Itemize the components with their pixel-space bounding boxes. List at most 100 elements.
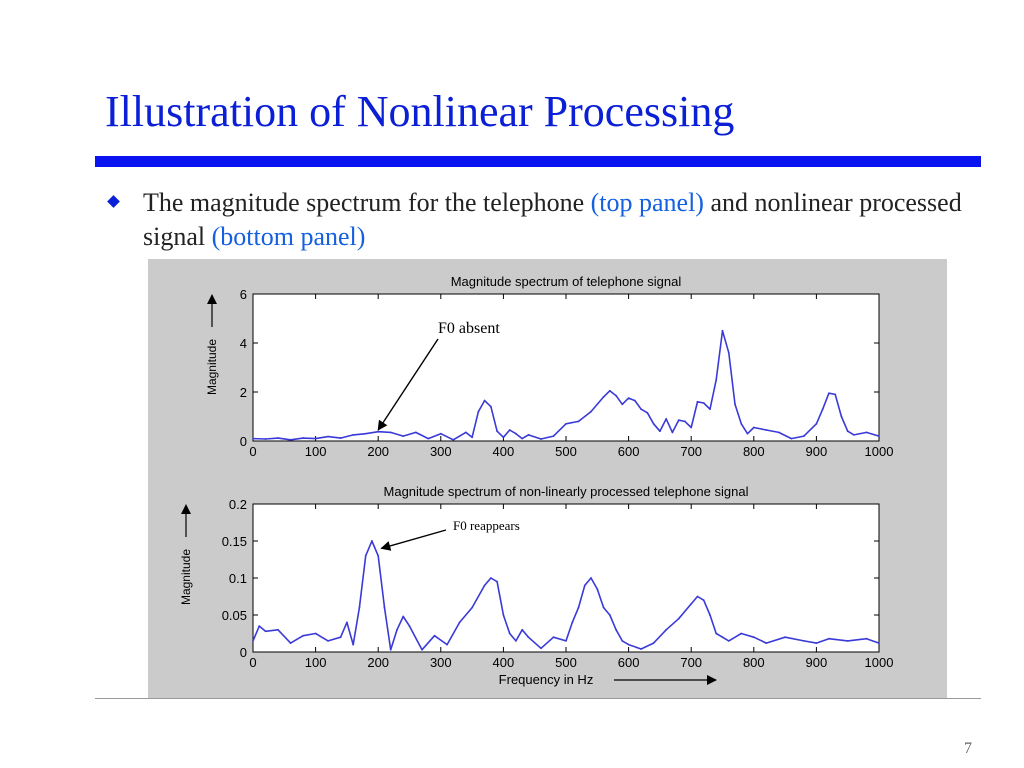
x-tick-label: 500 — [555, 444, 577, 459]
data-point — [565, 422, 567, 425]
data-point — [746, 432, 749, 435]
data-point — [684, 420, 686, 423]
data-point — [508, 632, 511, 635]
data-point — [571, 621, 574, 624]
data-point — [377, 430, 380, 433]
data-point — [489, 577, 492, 579]
data-point — [402, 435, 405, 437]
data-point — [521, 437, 524, 440]
data-point — [396, 628, 398, 631]
diamond-bullet-icon — [107, 195, 120, 208]
plot-area-1 — [252, 293, 880, 442]
footer-rule — [95, 698, 981, 699]
data-point — [302, 634, 304, 637]
data-point — [252, 437, 254, 440]
data-point — [433, 634, 436, 637]
data-point — [665, 628, 668, 631]
data-point — [464, 431, 467, 434]
data-point — [702, 402, 705, 404]
x-tick-label: 100 — [305, 444, 327, 459]
data-point — [339, 437, 342, 439]
data-point — [865, 637, 868, 640]
x-tick-label: 600 — [618, 444, 640, 459]
y-tick-label: 0 — [240, 434, 247, 449]
x-tick-label: 500 — [555, 655, 577, 670]
data-point — [377, 554, 380, 557]
data-point — [677, 419, 680, 422]
data-point — [765, 642, 768, 645]
data-point — [646, 411, 649, 414]
data-point — [721, 636, 724, 639]
data-point — [727, 640, 730, 642]
data-point — [702, 599, 705, 602]
data-point — [834, 393, 837, 396]
data-point — [402, 615, 405, 618]
data-point — [483, 584, 486, 587]
data-point — [652, 422, 655, 425]
data-point — [339, 636, 342, 639]
data-point — [596, 588, 599, 590]
data-point — [489, 405, 492, 408]
data-point — [314, 437, 317, 440]
data-point — [640, 408, 643, 411]
y-tick-label: 6 — [240, 287, 247, 302]
data-point — [352, 643, 355, 646]
x-tick-label: 700 — [680, 444, 702, 459]
data-point — [734, 403, 736, 406]
data-point — [521, 628, 524, 631]
data-point — [565, 640, 567, 642]
data-point — [621, 640, 624, 642]
data-point — [277, 628, 279, 631]
data-point — [652, 642, 655, 645]
data-point — [508, 429, 511, 431]
data-point — [527, 433, 530, 436]
data-point — [258, 625, 261, 627]
data-point — [740, 422, 743, 425]
bullet-highlight-bottom-panel: (bottom panel) — [211, 222, 366, 251]
data-point — [846, 430, 849, 433]
y-tick-label: 2 — [240, 385, 247, 400]
data-point — [439, 432, 442, 435]
data-point — [846, 640, 849, 642]
data-point — [815, 422, 818, 425]
data-point — [302, 437, 304, 439]
data-point — [540, 438, 542, 440]
data-point — [502, 436, 505, 439]
data-point — [878, 435, 880, 437]
data-point — [721, 329, 724, 332]
data-point — [765, 429, 768, 431]
data-point — [696, 595, 699, 598]
data-point — [640, 648, 643, 650]
y-tick-label: 0 — [240, 645, 247, 660]
x-tick-label: 400 — [493, 655, 515, 670]
data-point — [289, 642, 292, 645]
x-tick-label: 0 — [249, 655, 256, 670]
plot-area-2 — [252, 503, 880, 653]
x-tick-label: 300 — [430, 655, 452, 670]
y-tick-label: 4 — [240, 336, 247, 351]
bullet-highlight-top-panel: (top panel) — [590, 188, 704, 217]
chart-title-2: Magnitude spectrum of non-linearly proce… — [384, 484, 749, 499]
data-point — [671, 431, 674, 434]
data-point — [327, 640, 330, 642]
data-point — [264, 630, 267, 633]
data-point — [709, 408, 711, 411]
data-point — [821, 408, 824, 411]
x-axis-label: Frequency in Hz — [499, 672, 594, 687]
data-point — [590, 410, 592, 413]
data-point — [878, 642, 880, 645]
data-point — [540, 647, 542, 650]
chart-title-1: Magnitude spectrum of telephone signal — [451, 274, 682, 289]
x-tick-label: 700 — [680, 655, 702, 670]
data-point — [327, 435, 330, 438]
y-axis-label-1: Magnitude — [205, 339, 219, 395]
x-tick-label: 200 — [367, 444, 389, 459]
spectrum-figure: Magnitude spectrum of telephone signal 0 1… — [148, 259, 947, 698]
x-tick-label: 0 — [249, 444, 256, 459]
data-point — [496, 430, 499, 433]
data-point — [577, 606, 580, 609]
x-tick-label: 800 — [743, 444, 765, 459]
data-point — [364, 432, 367, 435]
bullet-text-middle: and nonlinear processed signal — [143, 188, 962, 251]
data-point — [552, 435, 555, 437]
